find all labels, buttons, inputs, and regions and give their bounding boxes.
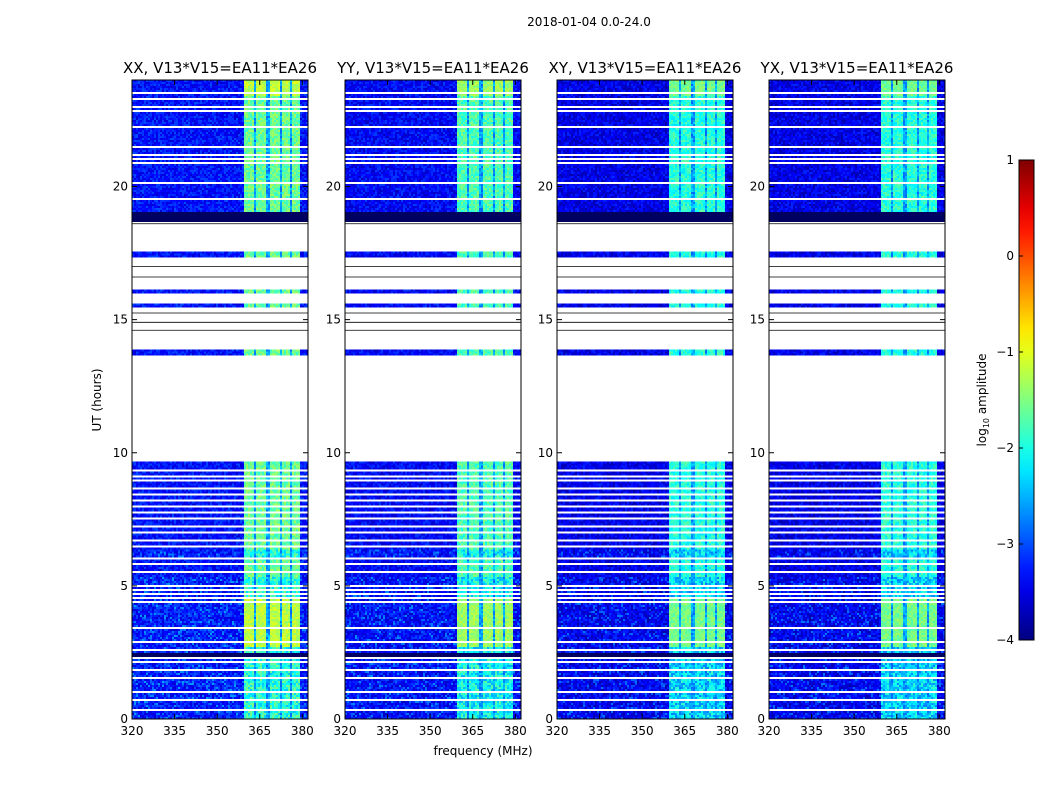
colorbar-label-rest: amplitude xyxy=(975,354,989,418)
x-tick-label: 350 xyxy=(419,724,442,738)
x-tick-label: 365 xyxy=(248,724,271,738)
y-tick-label: 15 xyxy=(538,313,553,327)
heatmap-yy xyxy=(345,80,521,719)
panel-title: XX, V13*V15=EA11*EA26 xyxy=(123,59,317,77)
panel-yx: YX, V13*V15=EA11*EA26 320 335 350 365 380 0 5 10… xyxy=(750,59,954,738)
x-tick-label: 365 xyxy=(885,724,908,738)
y-tick-label: 10 xyxy=(750,446,765,460)
y-tick-label: 0 xyxy=(545,712,553,726)
y-tick-label: 10 xyxy=(538,446,553,460)
y-tick-label: 0 xyxy=(120,712,128,726)
y-tick-label: 5 xyxy=(120,579,128,593)
x-tick-label: 320 xyxy=(758,724,781,738)
x-tick-label: 335 xyxy=(800,724,823,738)
heatmap-yx xyxy=(769,80,945,719)
x-tick-label: 365 xyxy=(673,724,696,738)
colorbar-bar xyxy=(1018,159,1035,641)
panel-title: YY, V13*V15=EA11*EA26 xyxy=(336,59,529,77)
x-tick-label: 335 xyxy=(376,724,399,738)
x-tick-label: 380 xyxy=(716,724,739,738)
y-tick-label: 15 xyxy=(326,313,341,327)
x-tick-label: 380 xyxy=(291,724,314,738)
panel-frame xyxy=(556,79,734,720)
x-tick-label: 335 xyxy=(163,724,186,738)
x-tick-label: 335 xyxy=(588,724,611,738)
panel-xy: XY, V13*V15=EA11*EA26 320 335 350 365 380 0 5 10… xyxy=(538,59,742,738)
x-tick-label: 320 xyxy=(546,724,569,738)
y-tick-label: 20 xyxy=(538,180,553,194)
colorbar: −4 −3 −2 −1 0 1 log10 amplitude xyxy=(975,153,1035,647)
y-tick-label: 0 xyxy=(333,712,341,726)
panels: XX, V13*V15=EA11*EA26 320 335 350 365 380 0 5 10… xyxy=(113,59,954,738)
y-tick-label: 0 xyxy=(757,712,765,726)
y-tick-label: 10 xyxy=(113,446,128,460)
x-tick-label: 320 xyxy=(334,724,357,738)
colorbar-label-main: log xyxy=(975,428,989,446)
x-tick-label: 320 xyxy=(121,724,144,738)
panel-title: XY, V13*V15=EA11*EA26 xyxy=(549,59,742,77)
panel-frame xyxy=(768,79,946,720)
y-tick-label: 10 xyxy=(326,446,341,460)
heatmap-xx xyxy=(132,80,308,719)
panel-yy: YY, V13*V15=EA11*EA26 320 335 350 365 380 0 5 10… xyxy=(326,59,529,738)
y-tick-label: 5 xyxy=(333,579,341,593)
colorbar-label: log10 amplitude xyxy=(975,354,991,447)
y-tick-label: 5 xyxy=(757,579,765,593)
x-tick-label: 380 xyxy=(504,724,527,738)
x-axis-label: frequency (MHz) xyxy=(433,744,532,758)
colorbar-tick-label: −4 xyxy=(996,633,1014,647)
y-tick-label: 5 xyxy=(545,579,553,593)
y-tick-label: 15 xyxy=(750,313,765,327)
colorbar-label-sub: 10 xyxy=(982,418,991,428)
x-tick-label: 350 xyxy=(206,724,229,738)
colorbar-tick-label: 1 xyxy=(1006,153,1014,167)
colorbar-tick-label: −2 xyxy=(996,441,1014,455)
y-tick-label: 20 xyxy=(113,180,128,194)
y-tick-label: 20 xyxy=(750,180,765,194)
x-tick-label: 365 xyxy=(461,724,484,738)
colorbar-tick-label: 0 xyxy=(1006,249,1014,263)
y-tick-label: 20 xyxy=(326,180,341,194)
panel-frame xyxy=(344,79,522,720)
y-axis-label: UT (hours) xyxy=(90,368,104,431)
x-tick-label: 350 xyxy=(843,724,866,738)
colorbar-tick-label: −3 xyxy=(996,537,1014,551)
colorbar-tick-label: −1 xyxy=(996,345,1014,359)
panel-title: YX, V13*V15=EA11*EA26 xyxy=(760,59,954,77)
panel-xx: XX, V13*V15=EA11*EA26 320 335 350 365 380 0 5 10… xyxy=(113,59,317,738)
panel-frame xyxy=(131,79,309,720)
figure-suptitle: 2018-01-04 0.0-24.0 xyxy=(527,15,651,29)
heatmap-xy xyxy=(557,80,733,719)
x-tick-label: 350 xyxy=(631,724,654,738)
y-tick-label: 15 xyxy=(113,313,128,327)
x-tick-label: 380 xyxy=(928,724,951,738)
